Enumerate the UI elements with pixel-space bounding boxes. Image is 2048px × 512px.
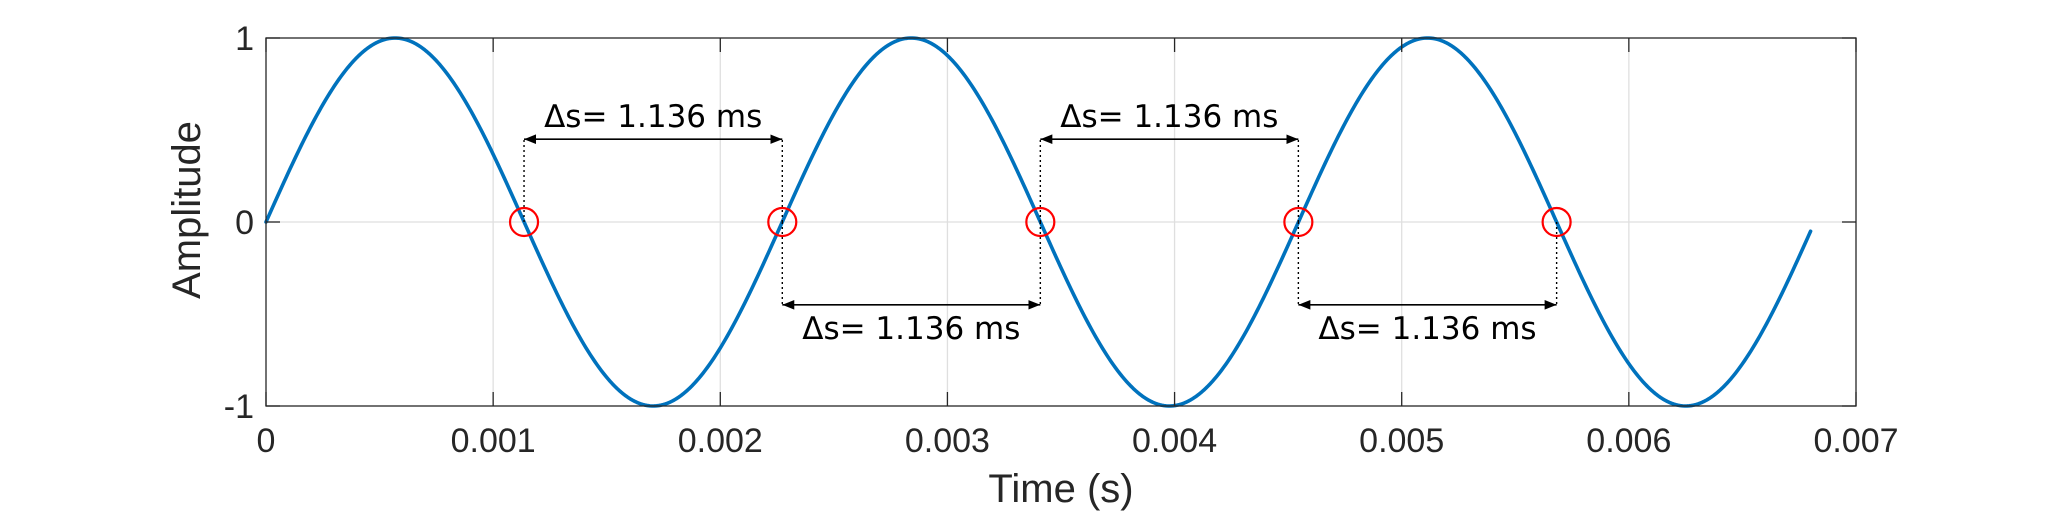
annotations-layer: Δs= 1.136 ms Δs= 1.136 ms Δs= 1.136 ms Δs= … <box>523 99 1558 347</box>
x-tick-label: 0.001 <box>451 422 536 460</box>
x-tick-label: 0.006 <box>1586 422 1671 460</box>
x-tick-label: 0.003 <box>905 422 990 460</box>
x-tick-label: 0.004 <box>1132 422 1217 460</box>
markers-layer <box>508 206 1572 238</box>
zero-crossing-marker <box>1541 206 1572 238</box>
x-tick-label: 0.005 <box>1359 422 1444 460</box>
annotation-label: Δs= 1.136 ms <box>1318 311 1536 347</box>
ticks-layer: 0 0.001 0.002 0.003 0.004 0.005 0.006 0.007-101 <box>224 20 1899 460</box>
annotation-label: Δs= 1.136 ms <box>802 311 1020 347</box>
y-axis-label: Amplitude <box>165 121 209 299</box>
x-tick-label: 0.007 <box>1813 422 1898 460</box>
grid <box>266 38 1856 406</box>
y-tick-label: -1 <box>224 388 254 426</box>
zero-crossing-marker <box>1025 206 1056 238</box>
annotation-label: Δs= 1.136 ms <box>544 99 762 135</box>
zero-crossing-marker <box>767 206 798 238</box>
zero-crossing-marker <box>1283 206 1314 238</box>
zero-crossing-marker <box>508 206 540 238</box>
annotation-label: Δs= 1.136 ms <box>1060 99 1278 135</box>
x-tick-label: 0.002 <box>678 422 763 460</box>
y-tick-label: 0 <box>235 204 254 242</box>
x-axis-label: Time (s) <box>988 467 1133 511</box>
y-tick-label: 1 <box>235 20 254 58</box>
x-tick-label: 0 <box>257 422 276 460</box>
